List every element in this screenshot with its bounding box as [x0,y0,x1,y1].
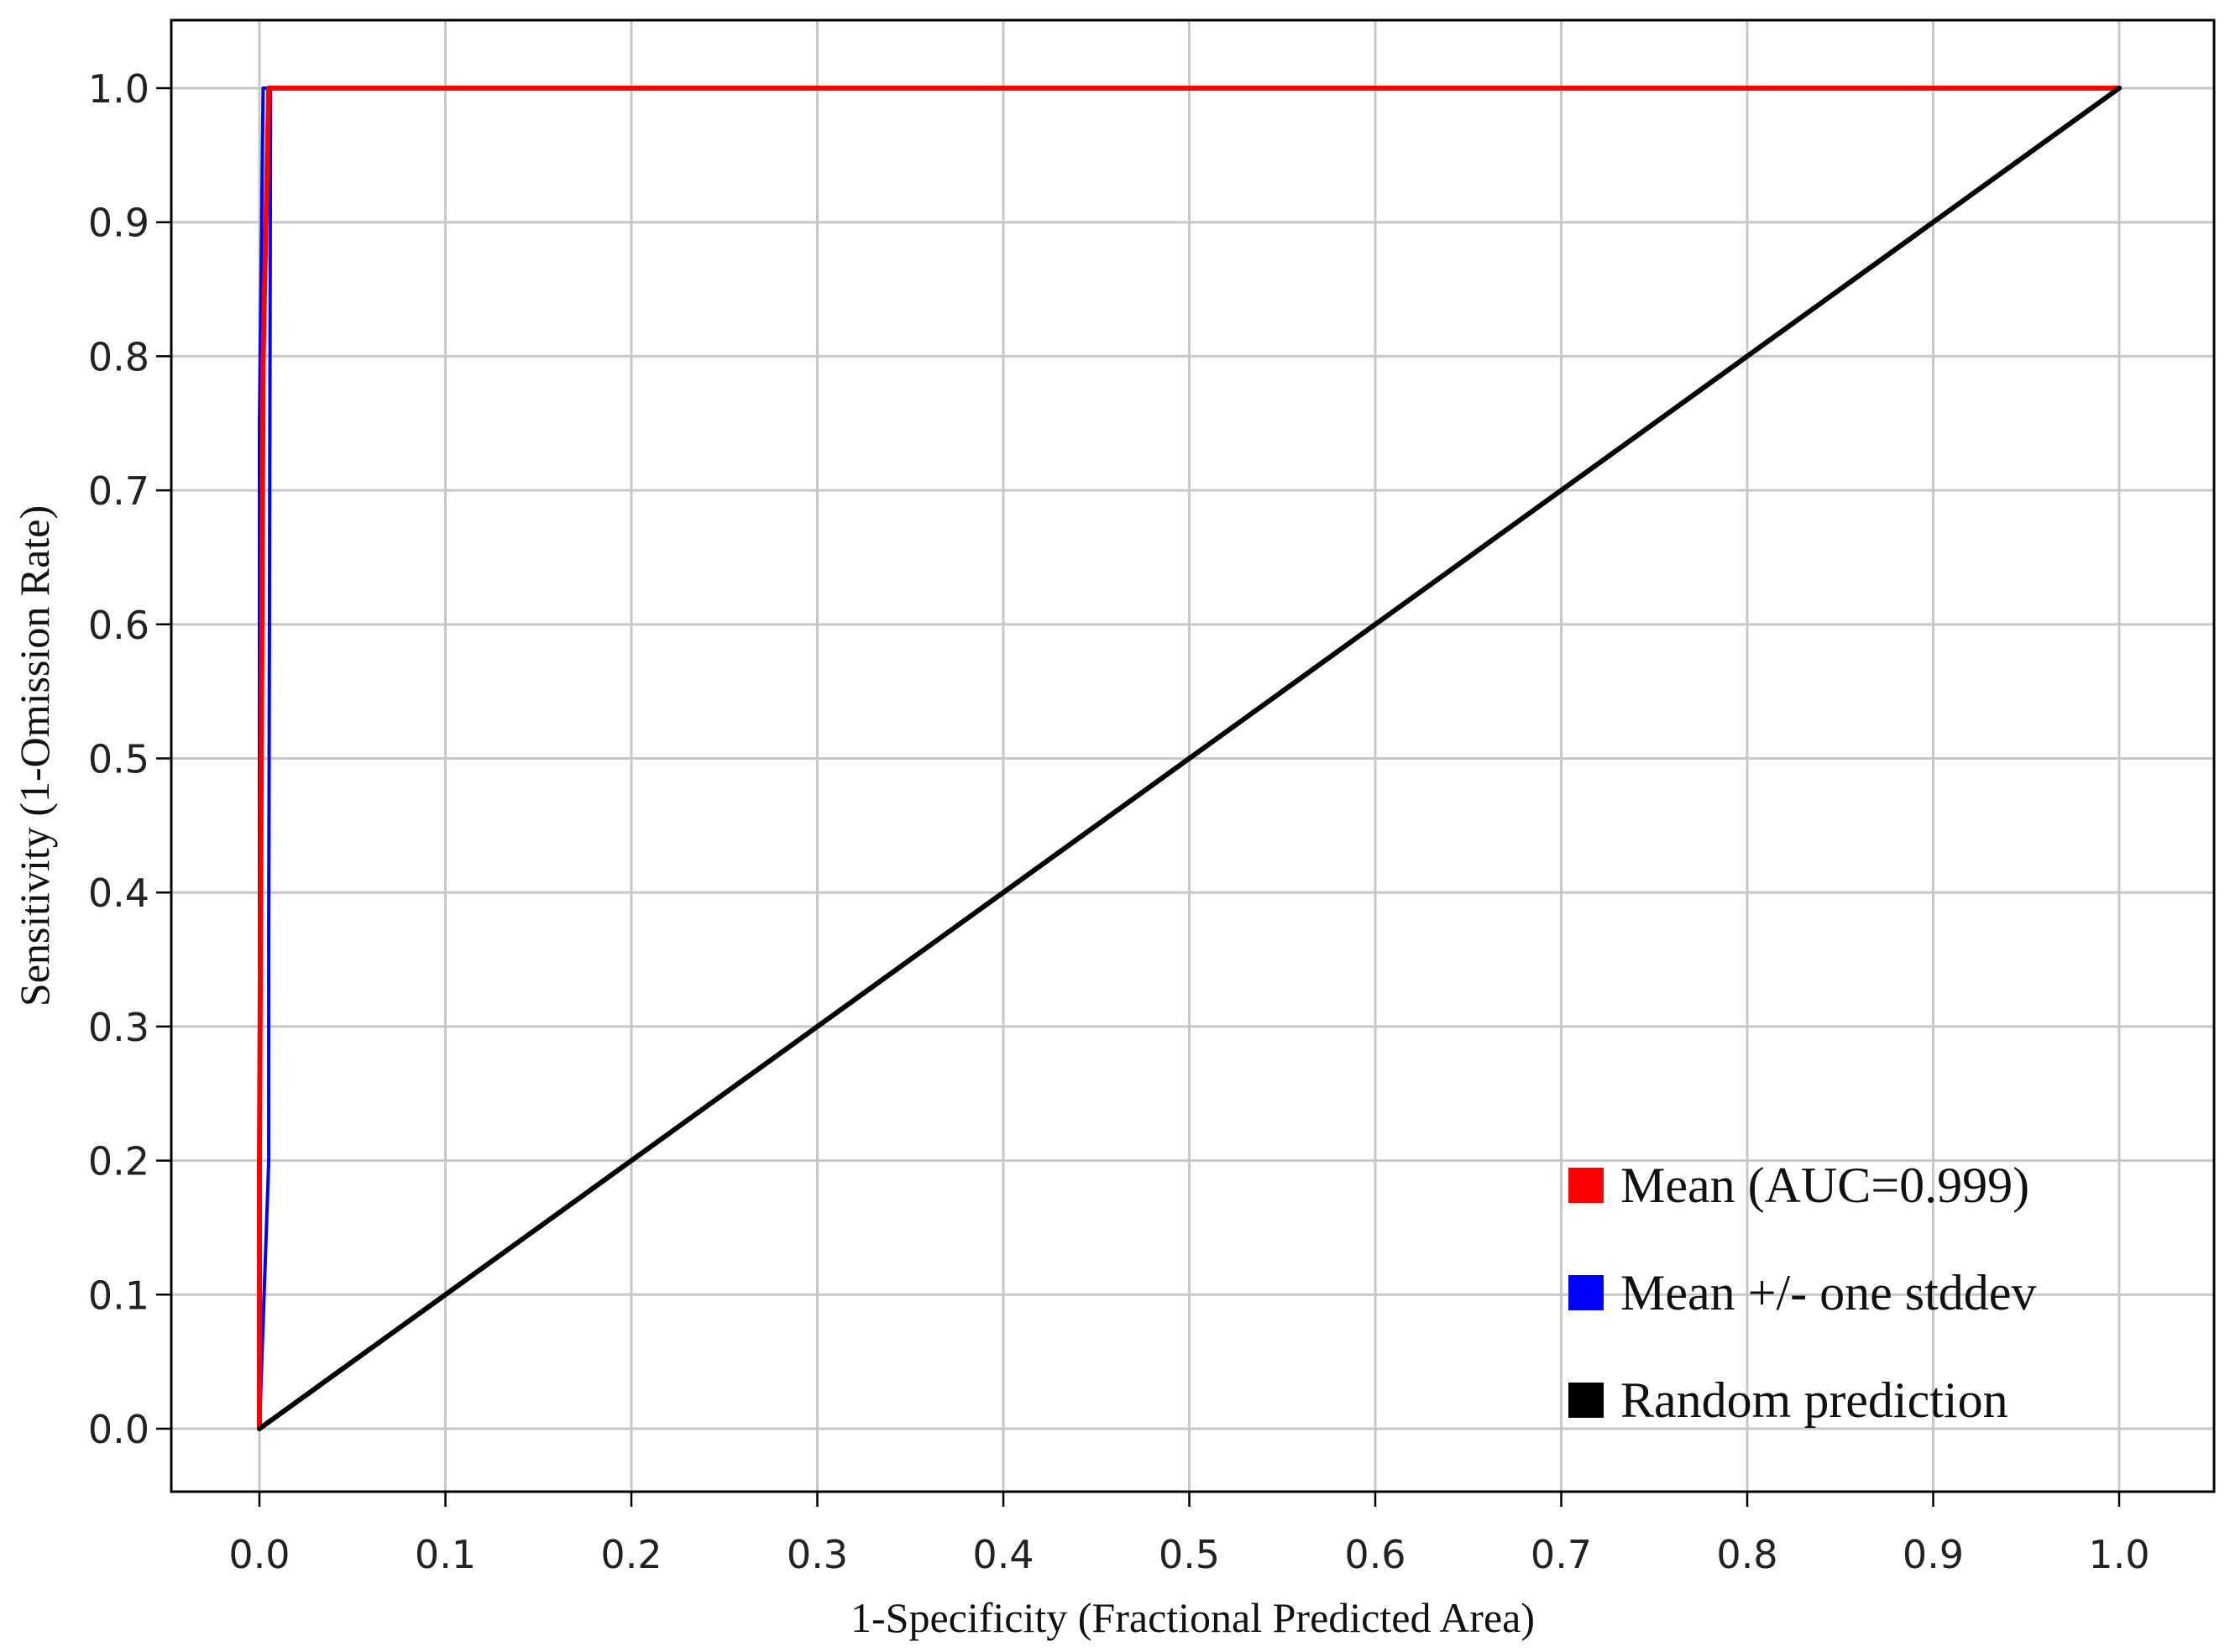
y-tick-label: 1.0 [88,66,149,112]
legend-swatch [1568,1168,1604,1203]
y-tick-label: 0.6 [88,603,149,648]
x-tick-label: 0.8 [1716,1532,1777,1577]
x-tick-label: 0.3 [787,1532,848,1577]
x-tick-label: 0.4 [972,1532,1034,1577]
x-tick-label: 0.9 [1903,1532,1964,1577]
y-tick-label: 0.5 [88,737,149,782]
series-line-random-prediction [257,86,2122,1431]
legend-label: Mean (AUC=0.999) [1620,1158,2029,1213]
legend-label: Mean +/- one stddev [1620,1265,2036,1320]
series-line-mean-auc-0-999 [257,86,2122,1431]
x-tick-label: 0.6 [1344,1532,1406,1577]
y-axis-title: Sensitivity (1-Omission Rate) [11,505,58,1006]
y-tick-label: 0.3 [88,1005,149,1050]
series-layer [257,86,2122,1431]
x-axis-title: 1-Specificity (Fractional Predicted Area… [851,1594,1535,1641]
x-tick-label: 0.7 [1531,1532,1592,1577]
y-tick-label: 0.8 [88,334,149,379]
x-tick-label: 0.2 [600,1532,662,1577]
legend: Mean (AUC=0.999) Mean +/- one stddev Rando… [1568,1158,2036,1428]
legend-swatch [1568,1383,1604,1418]
y-tick-label: 0.4 [88,870,149,916]
ticks-layer: 0.0 0.1 0.2 0.3 0.4 0.5 0.6 0.7 0.8 0.9 1.0 0.0 0.1 0… [88,66,2150,1577]
y-tick-label: 0.2 [88,1139,149,1184]
y-tick-label: 0.1 [88,1273,149,1318]
legend-swatch [1568,1275,1604,1310]
legend-label: Random prediction [1620,1372,2008,1428]
x-tick-label: 0.1 [415,1532,476,1577]
x-tick-label: 0.5 [1159,1532,1220,1577]
plot-frame [170,18,2216,1493]
y-tick-label: 0.9 [88,201,149,246]
y-tick-label: 0.7 [88,468,149,514]
x-tick-label: 1.0 [2088,1532,2149,1577]
y-tick-label: 0.0 [88,1407,149,1452]
x-tick-label: 0.0 [228,1532,290,1577]
